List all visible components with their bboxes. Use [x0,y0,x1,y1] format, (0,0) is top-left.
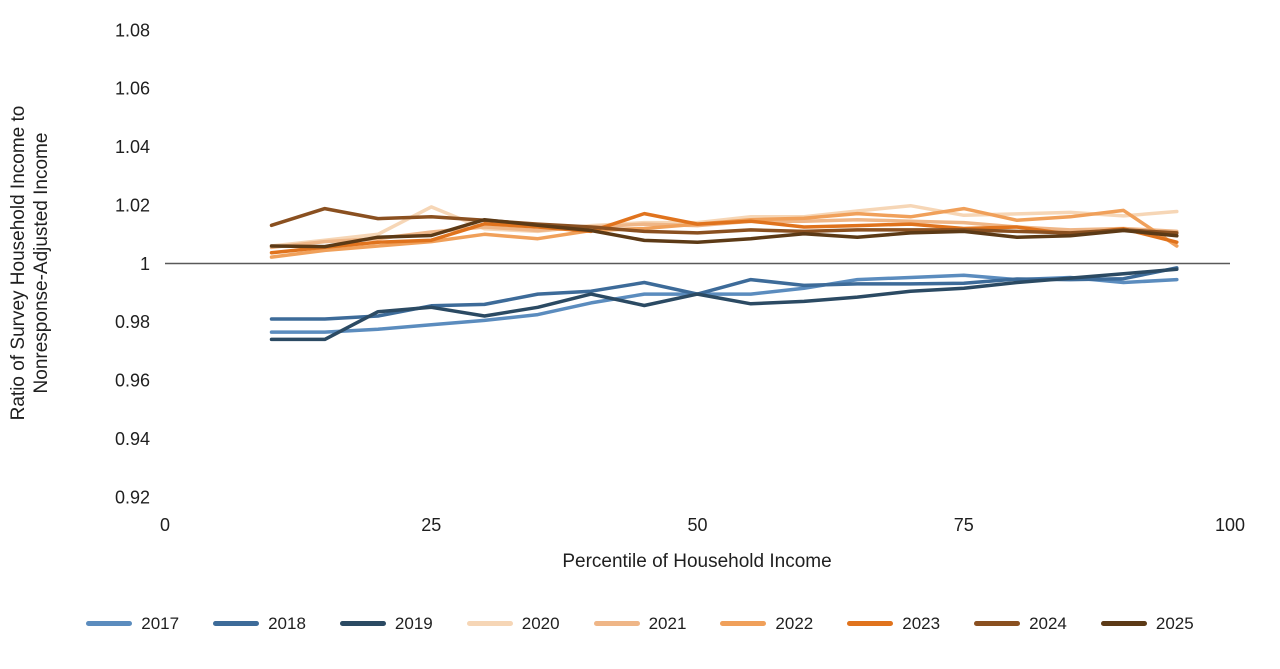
y-tick-label: 0.94 [115,429,150,449]
legend-item-2022: 2022 [720,615,813,632]
legend-swatch-2019 [339,621,386,626]
legend-label: 2017 [141,614,180,633]
legend-swatch-2017 [86,621,133,626]
legend-item-2025: 2025 [1100,614,1194,633]
x-tick-label: 75 [954,515,974,535]
legend-item-2017: 2017 [86,615,179,632]
series-line-2017 [269,273,1179,334]
legend-item-2018: 2018 [213,615,306,632]
legend-swatch-2025 [1100,621,1147,626]
legend-swatch-2023 [847,621,894,626]
legend-item-2021: 2021 [593,614,687,633]
x-tick-label: 100 [1215,515,1245,535]
series-line-2019 [269,267,1179,342]
legend-item-2020: 2020 [466,614,560,633]
legend-swatch-2021 [593,621,640,626]
x-tick-label: 50 [687,515,707,535]
legend-item-2023: 2023 [847,615,940,632]
legend-label: 2018 [268,614,306,633]
series-line-2023 [269,211,1179,255]
legend-label: 2025 [1155,614,1194,633]
legend-swatch-2024 [974,621,1021,626]
legend-label: 2024 [1029,614,1067,633]
y-tick-label: 1.04 [115,137,150,157]
y-tick-label: 1 [140,254,150,274]
series-line-2025 [269,217,1179,249]
legend-item-2019: 2019 [339,614,433,633]
x-axis-title: Percentile of Household Income [562,551,831,572]
legend-swatch-2018 [213,621,260,626]
y-axis-title-line2: Nonresponse-Adjusted Income [31,133,52,394]
y-tick-label: 0.96 [115,371,150,391]
y-axis-title-line1: Ratio of Survey Household Income to [8,106,29,421]
legend-swatch-2022 [720,621,767,626]
series-line-2020 [269,203,1179,248]
legend: 2017 2018 2019 2020 2021 2022 2023 2024 2025 [0,615,1280,632]
legend-label: 2019 [394,614,433,633]
legend-label: 2023 [902,614,941,633]
x-tick-label: 0 [160,515,170,535]
chart-canvas: Ratio of Survey Household Income to Nonr… [8,20,1245,572]
plot-layer: 1.08 1.06 1.04 1.02 1 0.98 0.96 0.94 0.92 0 25 50 75… [115,20,1245,535]
legend-label: 2022 [775,614,814,633]
legend-item-2024: 2024 [974,615,1067,632]
legend-label: 2020 [521,614,560,633]
y-tick-label: 0.98 [115,312,150,332]
legend-swatch-2020 [466,621,513,626]
y-tick-label: 0.92 [115,487,150,507]
series-line-2024 [269,206,1179,235]
legend-label: 2021 [648,614,687,633]
y-tick-label: 1.08 [115,20,150,40]
y-tick-label: 1.02 [115,195,150,215]
y-tick-label: 1.06 [115,79,150,99]
x-tick-label: 25 [421,515,441,535]
